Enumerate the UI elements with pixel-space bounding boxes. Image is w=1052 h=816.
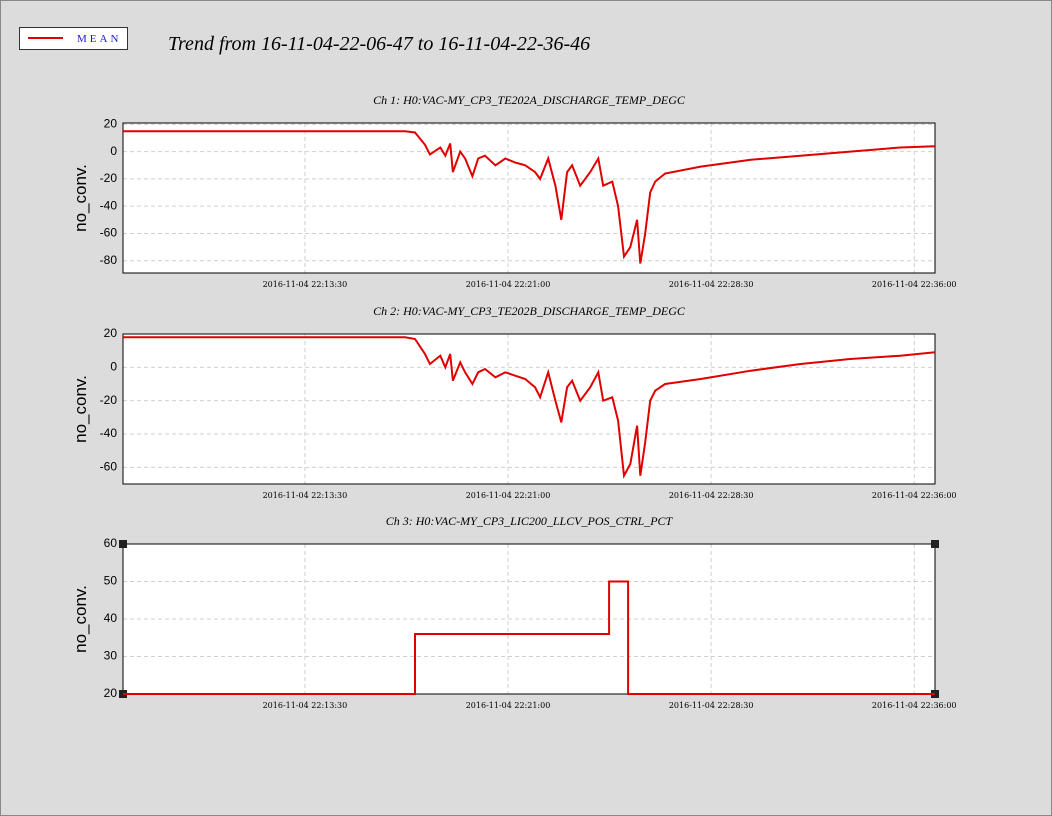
y-axis-label: no_conv. — [71, 375, 90, 443]
y-tick-label: 0 — [110, 144, 117, 158]
y-tick-label: 30 — [104, 649, 118, 663]
x-tick-label: 2016-11-04 22:13:30 — [263, 280, 348, 289]
y-tick-label: 20 — [104, 326, 118, 340]
x-tick-label: 2016-11-04 22:21:00 — [466, 701, 551, 710]
legend: MEAN — [19, 27, 128, 50]
y-axis-label: no_conv. — [71, 164, 90, 232]
y-tick-label: -40 — [100, 198, 118, 212]
y-tick-label: 60 — [104, 536, 118, 550]
data-line — [123, 336, 936, 480]
y-tick-label: 20 — [104, 686, 118, 700]
chart: Ch 3: H0:VAC-MY_CP3_LIC200_LLCV_POS_CTRL… — [71, 514, 957, 710]
x-tick-label: 2016-11-04 22:28:30 — [669, 701, 754, 710]
x-tick-label: 2016-11-04 22:36:00 — [872, 280, 957, 289]
plot-area — [123, 334, 935, 484]
x-tick-label: 2016-11-04 22:28:30 — [669, 491, 754, 500]
data-line — [123, 130, 936, 264]
chart-title: Ch 2: H0:VAC-MY_CP3_TE202B_DISCHARGE_TEM… — [373, 304, 686, 318]
x-tick-label: 2016-11-04 22:21:00 — [466, 280, 551, 289]
y-tick-label: -60 — [100, 460, 118, 474]
plot-frame — [122, 333, 936, 485]
selection-handle — [931, 540, 939, 548]
page-title: Trend from 16-11-04-22-06-47 to 16-11-04… — [168, 33, 590, 55]
y-tick-label: 0 — [110, 360, 117, 374]
y-axis-label: no_conv. — [71, 585, 90, 653]
legend-box — [19, 27, 128, 50]
chart: Ch 2: H0:VAC-MY_CP3_TE202B_DISCHARGE_TEM… — [71, 304, 957, 500]
x-tick-label: 2016-11-04 22:36:00 — [872, 491, 957, 500]
plot-frame — [122, 543, 936, 695]
selection-handle — [119, 540, 127, 548]
y-tick-label: -60 — [100, 226, 118, 240]
y-tick-label: 20 — [104, 117, 118, 131]
chart-title: Ch 1: H0:VAC-MY_CP3_TE202A_DISCHARGE_TEM… — [373, 93, 686, 107]
x-tick-label: 2016-11-04 22:21:00 — [466, 491, 551, 500]
chart: Ch 1: H0:VAC-MY_CP3_TE202A_DISCHARGE_TEM… — [71, 93, 957, 289]
x-tick-label: 2016-11-04 22:13:30 — [263, 491, 348, 500]
chart-title: Ch 3: H0:VAC-MY_CP3_LIC200_LLCV_POS_CTRL… — [386, 514, 674, 528]
x-tick-label: 2016-11-04 22:13:30 — [263, 701, 348, 710]
y-tick-label: -40 — [100, 426, 118, 440]
y-tick-label: 50 — [104, 574, 118, 588]
y-tick-label: -20 — [100, 393, 118, 407]
x-tick-label: 2016-11-04 22:36:00 — [872, 701, 957, 710]
legend-label: MEAN — [77, 33, 121, 45]
plot-area — [123, 123, 935, 273]
data-line — [123, 580, 935, 695]
y-tick-label: -80 — [100, 253, 118, 267]
y-tick-label: 40 — [104, 611, 118, 625]
x-tick-label: 2016-11-04 22:28:30 — [669, 280, 754, 289]
y-tick-label: -20 — [100, 171, 118, 185]
plot-frame — [122, 122, 936, 274]
